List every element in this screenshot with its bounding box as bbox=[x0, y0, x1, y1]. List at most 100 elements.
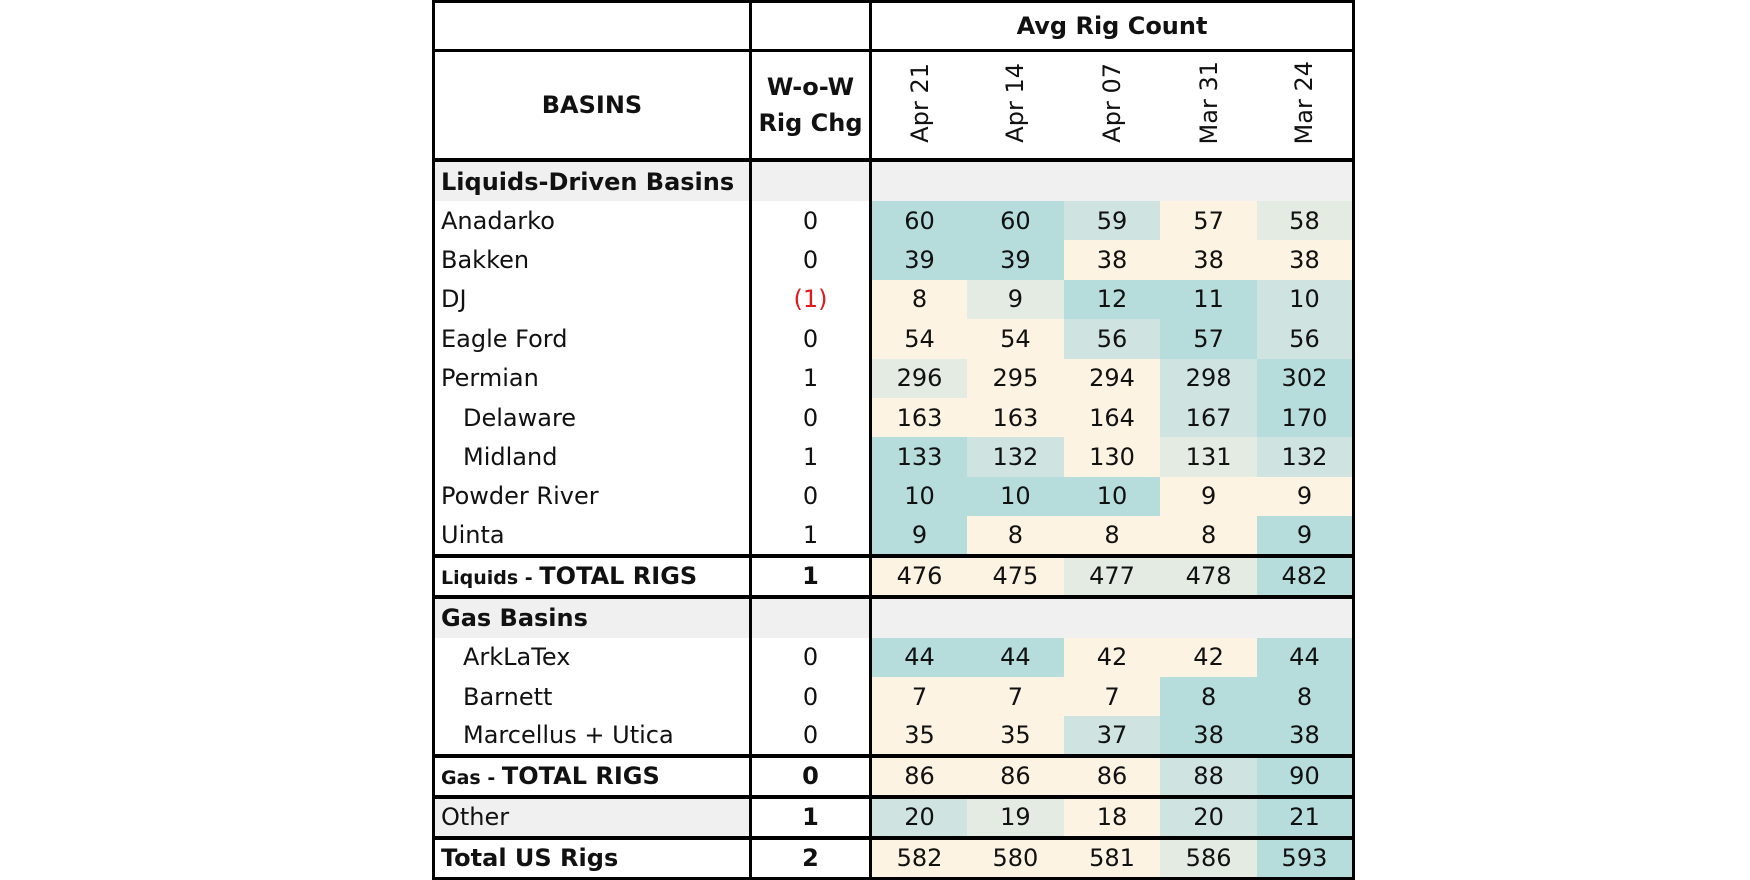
grand-total-row: Total US Rigs 2 582 580 581 586 593 bbox=[434, 838, 1354, 879]
rig-count-value-0: 8 bbox=[871, 280, 968, 319]
rig-count-value-4: 10 bbox=[1257, 280, 1354, 319]
section-label-1: Gas Basins bbox=[434, 597, 751, 638]
other-label: Other bbox=[434, 797, 751, 838]
rig-count-table: Avg Rig Count BASINS W-o-W Rig Chg Apr 2… bbox=[432, 0, 1355, 880]
basins-header-top-cell bbox=[434, 2, 751, 51]
section-total-prefix-1: Gas - bbox=[441, 767, 502, 789]
rig-count-value-4: 38 bbox=[1257, 716, 1354, 755]
basin-name: Bakken bbox=[434, 240, 751, 279]
rig-count-value-1: 132 bbox=[967, 437, 1064, 476]
month-label-2: Apr 07 bbox=[1100, 63, 1124, 143]
rig-count-value-0: 163 bbox=[871, 398, 968, 437]
wow-rig-chg: 1 bbox=[751, 437, 871, 476]
rig-count-value-3: 42 bbox=[1160, 638, 1257, 677]
grand-total-value-3: 586 bbox=[1160, 838, 1257, 879]
grand-total-value-2: 581 bbox=[1064, 838, 1161, 879]
rig-count-value-1: 295 bbox=[967, 359, 1064, 398]
rig-count-value-2: 56 bbox=[1064, 319, 1161, 358]
rig-count-value-3: 8 bbox=[1160, 677, 1257, 716]
section-values-fill-0 bbox=[871, 160, 1354, 201]
table-row: DJ (1) 8 9 12 11 10 bbox=[434, 280, 1354, 319]
wow-rig-chg: 0 bbox=[751, 319, 871, 358]
section-total-chg-0: 1 bbox=[751, 556, 871, 597]
basin-name: Marcellus + Utica bbox=[434, 716, 751, 755]
rig-count-value-3: 38 bbox=[1160, 240, 1257, 279]
month-header-2: Apr 07 bbox=[1064, 51, 1161, 161]
basin-name: Permian bbox=[434, 359, 751, 398]
rig-count-value-4: 56 bbox=[1257, 319, 1354, 358]
rig-count-value-0: 60 bbox=[871, 201, 968, 240]
month-header-0: Apr 21 bbox=[871, 51, 968, 161]
rig-count-value-0: 7 bbox=[871, 677, 968, 716]
rig-count-value-1: 7 bbox=[967, 677, 1064, 716]
section-row-1: Gas Basins bbox=[434, 597, 1354, 638]
rig-count-value-1: 39 bbox=[967, 240, 1064, 279]
rig-count-value-4: 58 bbox=[1257, 201, 1354, 240]
basin-name: DJ bbox=[434, 280, 751, 319]
rig-count-value-3: 9 bbox=[1160, 477, 1257, 516]
rig-count-value-3: 57 bbox=[1160, 201, 1257, 240]
rig-count-value-1: 60 bbox=[967, 201, 1064, 240]
rig-count-value-2: 8 bbox=[1064, 516, 1161, 555]
grand-total-label: Total US Rigs bbox=[434, 838, 751, 879]
wow-rig-chg: 0 bbox=[751, 638, 871, 677]
rig-count-value-0: 54 bbox=[871, 319, 968, 358]
grand-total-value-0: 582 bbox=[871, 838, 968, 879]
basin-name: Eagle Ford bbox=[434, 319, 751, 358]
basin-name: ArkLaTex bbox=[434, 638, 751, 677]
rig-count-value-4: 9 bbox=[1257, 516, 1354, 555]
section-total-row-1: Gas - TOTAL RIGS 0 86 86 86 88 90 bbox=[434, 756, 1354, 797]
rig-count-value-1: 9 bbox=[967, 280, 1064, 319]
section-values-fill-1 bbox=[871, 597, 1354, 638]
other-value-2: 18 bbox=[1064, 797, 1161, 838]
section-total-1-value-4: 90 bbox=[1257, 756, 1354, 797]
rig-count-value-0: 39 bbox=[871, 240, 968, 279]
table-row: ArkLaTex 0 44 44 42 42 44 bbox=[434, 638, 1354, 677]
rig-count-value-2: 38 bbox=[1064, 240, 1161, 279]
rig-count-value-0: 10 bbox=[871, 477, 968, 516]
basin-name: Powder River bbox=[434, 477, 751, 516]
rig-count-value-4: 44 bbox=[1257, 638, 1354, 677]
table-row: Midland 1 133 132 130 131 132 bbox=[434, 437, 1354, 476]
rig-count-value-2: 42 bbox=[1064, 638, 1161, 677]
rig-count-value-3: 11 bbox=[1160, 280, 1257, 319]
wow-header-line2: Rig Chg bbox=[752, 105, 869, 141]
grand-total-value-1: 580 bbox=[967, 838, 1064, 879]
wow-rig-chg-header: W-o-W Rig Chg bbox=[751, 51, 871, 161]
section-total-label-0: Liquids - TOTAL RIGS bbox=[434, 556, 751, 597]
basin-name: Anadarko bbox=[434, 201, 751, 240]
other-value-3: 20 bbox=[1160, 797, 1257, 838]
section-total-text-1: TOTAL RIGS bbox=[502, 762, 660, 790]
section-total-0-value-0: 476 bbox=[871, 556, 968, 597]
section-total-prefix-0: Liquids - bbox=[441, 567, 539, 589]
rig-count-value-4: 170 bbox=[1257, 398, 1354, 437]
rig-count-value-2: 164 bbox=[1064, 398, 1161, 437]
section-total-0-value-1: 475 bbox=[967, 556, 1064, 597]
rig-count-value-2: 130 bbox=[1064, 437, 1161, 476]
month-label-4: Mar 24 bbox=[1292, 61, 1316, 144]
rig-count-value-3: 57 bbox=[1160, 319, 1257, 358]
rig-count-value-2: 7 bbox=[1064, 677, 1161, 716]
rig-count-value-0: 9 bbox=[871, 516, 968, 555]
month-header-3: Mar 31 bbox=[1160, 51, 1257, 161]
rig-count-value-3: 38 bbox=[1160, 716, 1257, 755]
month-label-1: Apr 14 bbox=[1003, 63, 1027, 143]
table-row: Barnett 0 7 7 7 8 8 bbox=[434, 677, 1354, 716]
rig-count-value-4: 9 bbox=[1257, 477, 1354, 516]
other-value-0: 20 bbox=[871, 797, 968, 838]
rig-count-value-1: 163 bbox=[967, 398, 1064, 437]
avg-rig-count-header: Avg Rig Count bbox=[871, 2, 1354, 51]
chg-header-top-cell bbox=[751, 2, 871, 51]
rig-count-value-1: 35 bbox=[967, 716, 1064, 755]
wow-rig-chg: 0 bbox=[751, 240, 871, 279]
table-row: Uinta 1 9 8 8 8 9 bbox=[434, 516, 1354, 555]
table-row: Powder River 0 10 10 10 9 9 bbox=[434, 477, 1354, 516]
rig-count-value-2: 12 bbox=[1064, 280, 1161, 319]
basin-name: Midland bbox=[434, 437, 751, 476]
wow-rig-chg: 0 bbox=[751, 677, 871, 716]
basins-header: BASINS bbox=[434, 51, 751, 161]
grand-total-chg: 2 bbox=[751, 838, 871, 879]
other-value-4: 21 bbox=[1257, 797, 1354, 838]
header-row-columns: BASINS W-o-W Rig Chg Apr 21 Apr 14 Apr 0… bbox=[434, 51, 1354, 161]
rig-count-value-0: 44 bbox=[871, 638, 968, 677]
